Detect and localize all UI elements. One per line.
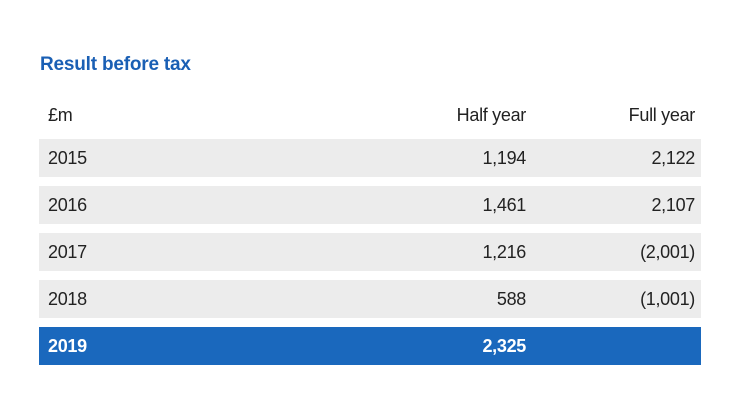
column-header-unit: £m bbox=[48, 104, 73, 125]
row-full-year-value: 2,122 bbox=[651, 147, 695, 168]
highlight-row-year: 2019 bbox=[48, 335, 87, 356]
row-half-year-value: 1,461 bbox=[482, 194, 526, 215]
row-full-year-value: 2,107 bbox=[651, 194, 695, 215]
column-header-half-year: Half year bbox=[456, 104, 527, 125]
row-year: 2015 bbox=[48, 147, 87, 168]
highlight-row-half-year-value: 2,325 bbox=[482, 335, 526, 356]
row-year: 2017 bbox=[48, 241, 87, 262]
table-row: 2016 1,461 2,107 bbox=[39, 186, 701, 224]
column-header-full-year: Full year bbox=[628, 104, 696, 125]
row-year: 2016 bbox=[48, 194, 87, 215]
table-row-highlight: 2019 2,325 bbox=[39, 327, 701, 365]
row-half-year-value: 588 bbox=[496, 288, 526, 309]
row-half-year-value: 1,216 bbox=[482, 241, 526, 262]
table-title: Result before tax bbox=[40, 54, 191, 75]
result-table: £m Half year Full year 2015 1,194 2,122 … bbox=[39, 96, 701, 365]
table-row: 2018 588 (1,001) bbox=[39, 280, 701, 318]
table-row: 2015 1,194 2,122 bbox=[39, 139, 701, 177]
row-full-year-value: (2,001) bbox=[640, 241, 695, 262]
row-full-year-value: (1,001) bbox=[640, 288, 695, 309]
row-year: 2018 bbox=[48, 288, 87, 309]
table-header-row: £m Half year Full year bbox=[39, 96, 701, 134]
table-row: 2017 1,216 (2,001) bbox=[39, 233, 701, 271]
row-half-year-value: 1,194 bbox=[482, 147, 526, 168]
